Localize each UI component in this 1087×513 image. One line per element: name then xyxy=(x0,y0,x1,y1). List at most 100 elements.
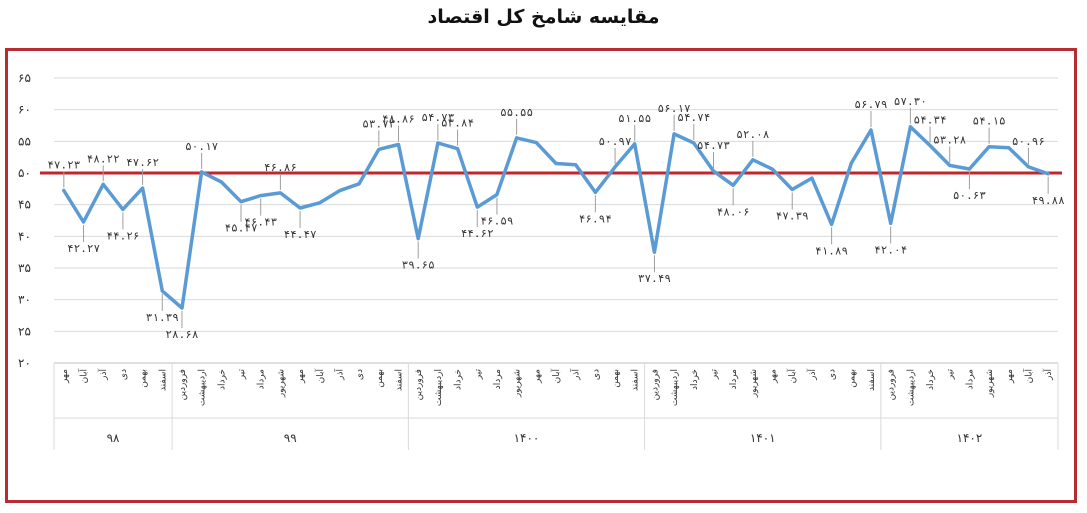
x-tick-label: آبان xyxy=(786,369,798,384)
data-label: ۵۶.۷۹ xyxy=(854,98,887,111)
y-tick-label: ۳۰ xyxy=(18,293,31,307)
data-point xyxy=(515,136,519,140)
data-label: ۵۴.۳۴ xyxy=(913,114,946,127)
data-point xyxy=(849,161,853,165)
data-point xyxy=(436,141,440,145)
data-point xyxy=(495,193,499,197)
series-line xyxy=(62,125,1050,310)
x-tick-label: دی xyxy=(119,369,129,380)
data-point xyxy=(593,190,597,194)
data-point xyxy=(200,170,204,174)
year-label: ۱۴۰۱ xyxy=(750,431,776,445)
data-point xyxy=(62,189,66,193)
x-tick-label: آذر xyxy=(333,369,345,381)
data-label: ۳۱.۳۹ xyxy=(146,311,179,324)
x-tick-label: اسفند xyxy=(158,369,168,391)
data-label: ۵۴.۷۴ xyxy=(677,111,710,124)
data-point xyxy=(239,200,243,204)
data-point xyxy=(278,191,282,195)
data-label: ۴۲.۲۷ xyxy=(67,242,100,255)
data-label: ۴۸.۸۶ xyxy=(382,113,415,126)
x-tick-label: فروردین xyxy=(887,369,897,400)
chart-title: مقایسه شامخ کل اقتصاد xyxy=(427,6,660,28)
data-label: ۴۵.۴۷ xyxy=(224,222,257,235)
data-label: ۲۸.۶۸ xyxy=(165,328,198,341)
y-tick-label: ۶۵ xyxy=(18,71,31,85)
x-tick-label: آذر xyxy=(570,369,582,381)
data-point xyxy=(967,167,971,171)
x-tick-label: آبان xyxy=(314,369,326,384)
x-tick-label: تیر xyxy=(237,369,247,381)
data-label: ۴۴.۴۷ xyxy=(284,228,317,241)
x-tick-label: آبان xyxy=(1022,369,1034,384)
data-label: ۴۱.۸۹ xyxy=(815,244,848,257)
data-point xyxy=(1046,172,1050,176)
x-tick-label: خرداد xyxy=(690,369,700,390)
data-label: ۴۶.۵۹ xyxy=(480,215,513,228)
data-point xyxy=(298,206,302,210)
data-point xyxy=(908,125,912,129)
data-label: ۴۷.۶۲ xyxy=(126,156,159,169)
data-point xyxy=(987,145,991,149)
data-point xyxy=(219,180,223,184)
data-label: ۴۴.۶۲ xyxy=(461,227,494,240)
x-tick-label: تیر xyxy=(946,369,956,381)
data-label: ۳۷.۴۹ xyxy=(638,272,671,285)
x-tick-label: مهر xyxy=(60,369,70,384)
x-tick-label: آذر xyxy=(806,369,818,381)
x-tick-label: مهر xyxy=(532,369,542,384)
x-tick-label: مهر xyxy=(769,369,779,384)
data-label: ۳۹.۶۵ xyxy=(402,259,435,272)
x-tick-label: شهریور xyxy=(749,369,759,398)
data-point xyxy=(82,220,86,224)
x-tick-label: اسفند xyxy=(867,369,877,391)
chart-frame xyxy=(5,48,1077,503)
data-point xyxy=(141,186,145,190)
data-label: ۵۲.۰۸ xyxy=(736,128,769,141)
data-point xyxy=(180,306,184,310)
data-point xyxy=(771,167,775,171)
data-point xyxy=(397,143,401,146)
x-tick-label: مرداد xyxy=(729,369,739,389)
data-point xyxy=(869,128,873,132)
data-point xyxy=(357,182,361,186)
data-label: ۵۳.۸۴ xyxy=(441,117,474,130)
data-point xyxy=(101,182,105,186)
year-label: ۱۴۰۰ xyxy=(514,431,540,445)
data-label: ۵۰.۹۶ xyxy=(1012,135,1045,148)
data-point xyxy=(613,165,617,169)
x-tick-label: شهریور xyxy=(276,369,286,398)
data-label: ۴۶.۴۳ xyxy=(244,216,277,229)
x-tick-label: اسفند xyxy=(395,369,405,391)
data-point xyxy=(456,147,460,151)
data-label: ۵۰.۶۳ xyxy=(953,189,986,202)
data-point xyxy=(574,163,578,167)
y-tick-label: ۲۰ xyxy=(18,356,31,370)
data-point xyxy=(259,194,263,198)
year-label: ۹۸ xyxy=(107,431,120,445)
data-point xyxy=(377,147,381,151)
x-tick-label: اسفند xyxy=(631,369,641,391)
data-point xyxy=(554,162,558,165)
x-tick-label: تیر xyxy=(709,369,719,381)
x-tick-label: شهریور xyxy=(985,369,995,398)
data-point xyxy=(810,176,814,180)
data-label: ۵۵.۵۵ xyxy=(500,106,533,119)
data-point xyxy=(830,222,834,226)
y-tick-label: ۵۰ xyxy=(18,166,31,180)
x-tick-label: دی xyxy=(355,369,365,380)
data-label: ۴۴.۲۶ xyxy=(106,229,139,242)
data-point xyxy=(652,250,656,254)
x-tick-label: فروردین xyxy=(178,369,188,400)
x-tick-label: فروردین xyxy=(650,369,660,400)
data-point xyxy=(1007,146,1011,150)
data-label: ۴۷.۲۳ xyxy=(47,159,80,172)
y-tick-label: ۴۰ xyxy=(18,229,31,243)
data-label: ۵۴.۷۳ xyxy=(421,111,454,124)
data-label: ۵۳.۷۳ xyxy=(362,117,395,130)
data-label: ۵۴.۷۳ xyxy=(697,139,730,152)
x-tick-label: خرداد xyxy=(454,369,464,390)
data-point xyxy=(692,141,696,145)
x-tick-label: آذر xyxy=(1042,369,1054,381)
